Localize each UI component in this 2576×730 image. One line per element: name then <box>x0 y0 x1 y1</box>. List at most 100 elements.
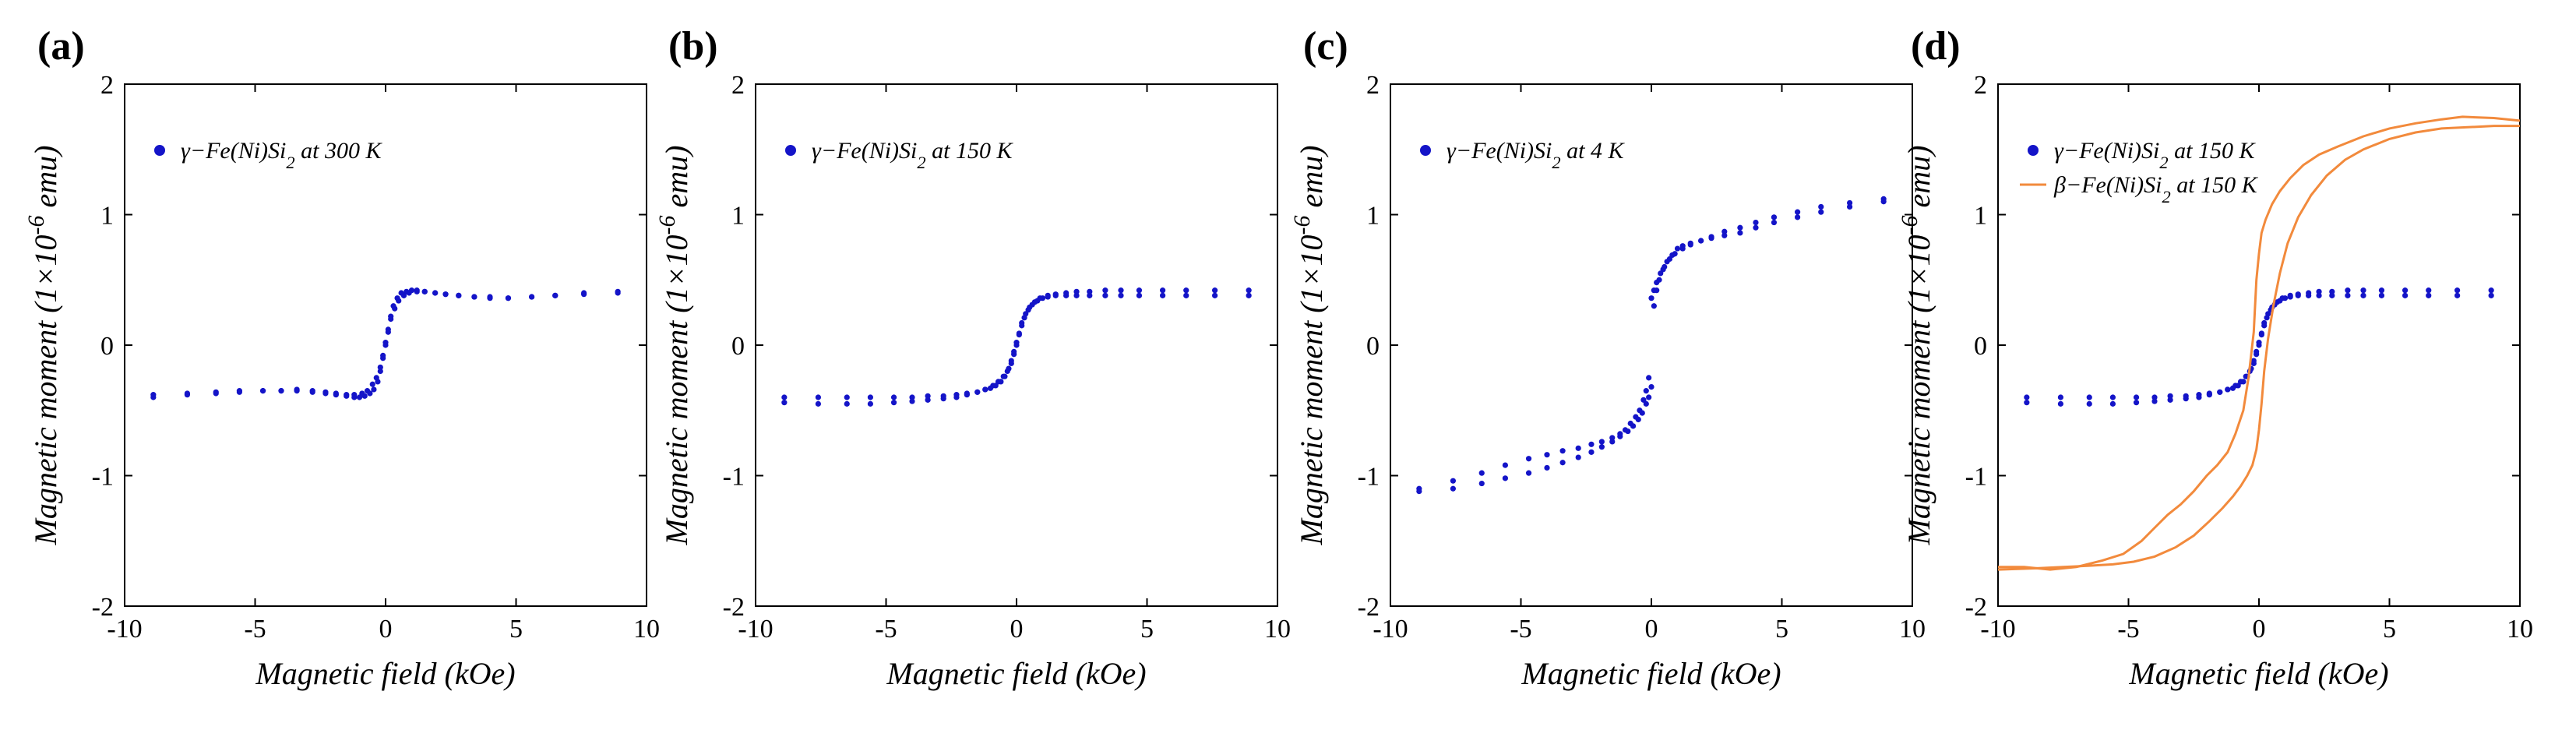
data-point <box>2086 400 2092 407</box>
data-point <box>1598 439 1605 445</box>
y-axis-title: Magnetic moment (1×10-6 emu) <box>654 146 695 546</box>
data-point <box>2109 394 2116 400</box>
data-point <box>987 385 994 391</box>
data-point <box>1052 291 1059 298</box>
data-point <box>1588 449 1595 455</box>
y-tick-label: -2 <box>1358 593 1380 622</box>
data-point <box>1478 470 1485 476</box>
data-point <box>1753 219 1759 226</box>
x-tick-label: -5 <box>244 615 266 644</box>
data-point <box>925 397 931 403</box>
data-point <box>356 394 363 400</box>
data-point <box>2329 292 2335 298</box>
data-point <box>1136 292 1143 298</box>
data-point <box>1102 292 1108 298</box>
data-point <box>1880 196 1887 202</box>
data-point <box>2217 389 2223 395</box>
data-point <box>1679 245 1686 252</box>
data-point <box>1118 287 1124 294</box>
data-point <box>844 400 850 407</box>
data-point <box>442 291 449 298</box>
panel-label: (b) <box>668 24 718 69</box>
data-point <box>1662 263 1668 270</box>
data-point <box>1643 388 1649 394</box>
data-point <box>2295 291 2301 298</box>
y-axis-title: Magnetic moment (1×10-6 emu) <box>1897 146 1937 546</box>
data-point <box>1721 228 1728 235</box>
data-point <box>1721 232 1728 238</box>
data-point <box>1502 462 1508 468</box>
plot-area <box>150 287 621 400</box>
data-point <box>2225 386 2231 393</box>
x-tick-label: -5 <box>1510 615 1531 644</box>
data-point <box>2258 330 2264 337</box>
x-tick-label: 10 <box>2507 615 2533 644</box>
series-0 <box>1416 199 1887 495</box>
data-point <box>1753 224 1759 231</box>
data-point <box>2360 292 2366 298</box>
data-point <box>982 386 988 393</box>
x-tick-label: -5 <box>2117 615 2139 644</box>
data-point <box>1183 292 1189 298</box>
data-point <box>1648 384 1654 390</box>
y-tick-label: 2 <box>1974 71 1987 100</box>
data-point <box>1654 280 1660 286</box>
x-tick-label: 5 <box>1775 615 1788 644</box>
data-line <box>1998 125 2520 571</box>
data-point <box>1559 460 1566 466</box>
data-point <box>414 288 420 294</box>
y-tick-label: -1 <box>92 463 114 492</box>
data-point <box>375 379 381 385</box>
data-point <box>294 388 300 394</box>
data-point <box>1073 288 1080 294</box>
data-point <box>1622 427 1629 433</box>
data-point <box>867 394 873 400</box>
data-point <box>1212 292 1218 298</box>
data-point <box>2235 383 2241 389</box>
data-point <box>150 394 157 400</box>
data-point <box>1637 407 1643 414</box>
data-point <box>1847 203 1853 210</box>
data-point <box>309 389 315 395</box>
data-point <box>2378 292 2385 298</box>
legend-dot-swatch <box>154 145 165 156</box>
data-point <box>1027 304 1033 311</box>
data-point <box>382 342 389 348</box>
data-point <box>2488 287 2494 294</box>
data-point <box>1687 242 1693 248</box>
data-point <box>471 294 477 300</box>
data-point <box>456 292 462 298</box>
legend-entry: β−Fe(Ni)Si2 at 150 K <box>2020 172 2259 206</box>
legend-label: γ−Fe(Ni)Si2 at 4 K <box>1447 138 1625 172</box>
data-point <box>1646 375 1652 381</box>
data-point <box>2316 292 2322 298</box>
data-point <box>552 292 559 298</box>
data-point <box>2133 400 2140 406</box>
data-point <box>1672 251 1678 257</box>
data-point <box>1651 303 1657 309</box>
data-point <box>1502 475 1508 481</box>
y-tick-label: 0 <box>100 332 114 361</box>
data-point <box>2360 287 2366 294</box>
data-point <box>581 290 587 296</box>
y-tick-label: -2 <box>92 593 114 622</box>
data-point <box>1674 245 1681 252</box>
data-point <box>1640 397 1647 403</box>
data-point <box>909 394 915 400</box>
data-point <box>1847 199 1853 206</box>
x-axis-title: Magnetic field (kOe) <box>886 656 1146 691</box>
data-point <box>278 388 284 394</box>
data-point <box>815 394 821 400</box>
data-point <box>1011 348 1017 354</box>
data-point <box>953 392 960 398</box>
data-point <box>2167 393 2173 399</box>
data-point <box>2402 292 2409 298</box>
data-point <box>1818 209 1824 215</box>
legend-entry: γ−Fe(Ni)Si2 at 150 K <box>785 138 1013 172</box>
data-point <box>867 400 873 407</box>
x-axis-title: Magnetic field (kOe) <box>255 656 515 691</box>
data-point <box>925 393 931 399</box>
data-point <box>2240 379 2247 385</box>
